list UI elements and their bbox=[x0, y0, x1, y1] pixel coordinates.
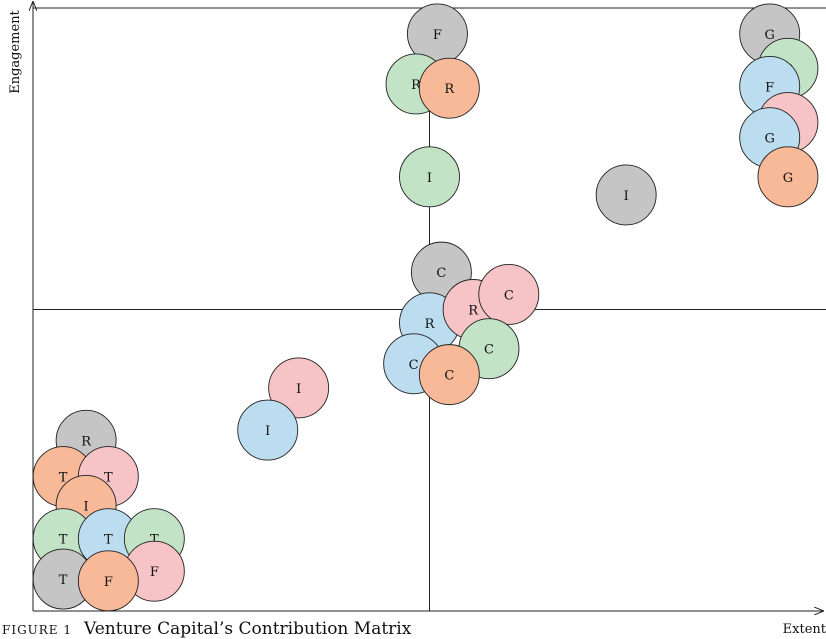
bubble-label: T bbox=[59, 471, 68, 486]
y-axis-title: Engagement bbox=[8, 9, 23, 93]
bubble-r-orange: R bbox=[418, 57, 480, 119]
bubble-label: F bbox=[433, 28, 442, 43]
bubble-label: R bbox=[468, 304, 479, 319]
bubble-label: C bbox=[409, 358, 419, 373]
bubble-label: I bbox=[624, 189, 629, 204]
bubble-circle bbox=[237, 399, 299, 461]
bubble-circle bbox=[478, 263, 540, 325]
bubble-label: R bbox=[444, 82, 455, 97]
bubble-circle bbox=[77, 550, 139, 612]
bubble-c-orange: C bbox=[418, 344, 480, 406]
bubble-layer: FRRIGGFGGGICRRCCCCIIRTTITTTFTF bbox=[32, 3, 819, 612]
bubble-i-green: I bbox=[399, 146, 460, 208]
bubble-label: F bbox=[104, 575, 113, 590]
bubble-i-gray: I bbox=[595, 164, 657, 226]
bubble-label: T bbox=[59, 573, 68, 588]
bubble-circle bbox=[268, 357, 330, 419]
bubble-label: T bbox=[104, 533, 113, 548]
bubble-label: R bbox=[411, 78, 422, 93]
bubble-label: R bbox=[425, 317, 436, 332]
bubble-label: T bbox=[150, 533, 159, 548]
bubble-circle bbox=[757, 146, 819, 208]
bubble-circle bbox=[399, 146, 460, 208]
bubble-label: I bbox=[265, 424, 270, 439]
bubble-label: G bbox=[765, 28, 775, 43]
bubble-f-orange: F bbox=[77, 550, 139, 612]
bubble-label: G bbox=[765, 132, 775, 147]
bubble-label: T bbox=[104, 471, 113, 486]
figure-caption-text: Venture Capital’s Contribution Matrix bbox=[84, 619, 412, 639]
bubble-i-blue: I bbox=[237, 399, 299, 461]
bubble-label: T bbox=[59, 533, 68, 548]
bubble-label: C bbox=[444, 369, 454, 384]
bubble-label: R bbox=[81, 434, 92, 449]
bubble-label: I bbox=[427, 171, 432, 186]
bubble-i-red: I bbox=[268, 357, 330, 419]
bubble-circle bbox=[418, 57, 480, 119]
bubble-label: F bbox=[765, 80, 774, 95]
bubble-label: C bbox=[436, 266, 446, 281]
figure-caption: FIGURE 1 Venture Capital’s Contribution M… bbox=[2, 619, 411, 639]
bubble-label: C bbox=[484, 343, 494, 358]
bubble-g-orange: G bbox=[757, 146, 819, 208]
bubble-label: F bbox=[150, 565, 159, 580]
bubble-label: I bbox=[296, 382, 301, 397]
bubble-label: C bbox=[504, 288, 514, 303]
x-axis-title: Extent bbox=[783, 622, 826, 637]
bubble-circle bbox=[595, 164, 657, 226]
bubble-label: I bbox=[84, 499, 89, 514]
bubble-label: G bbox=[783, 171, 793, 186]
bubble-c-red: C bbox=[478, 263, 540, 325]
bubble-circle bbox=[418, 344, 480, 406]
figure-number: FIGURE 1 bbox=[2, 623, 73, 637]
